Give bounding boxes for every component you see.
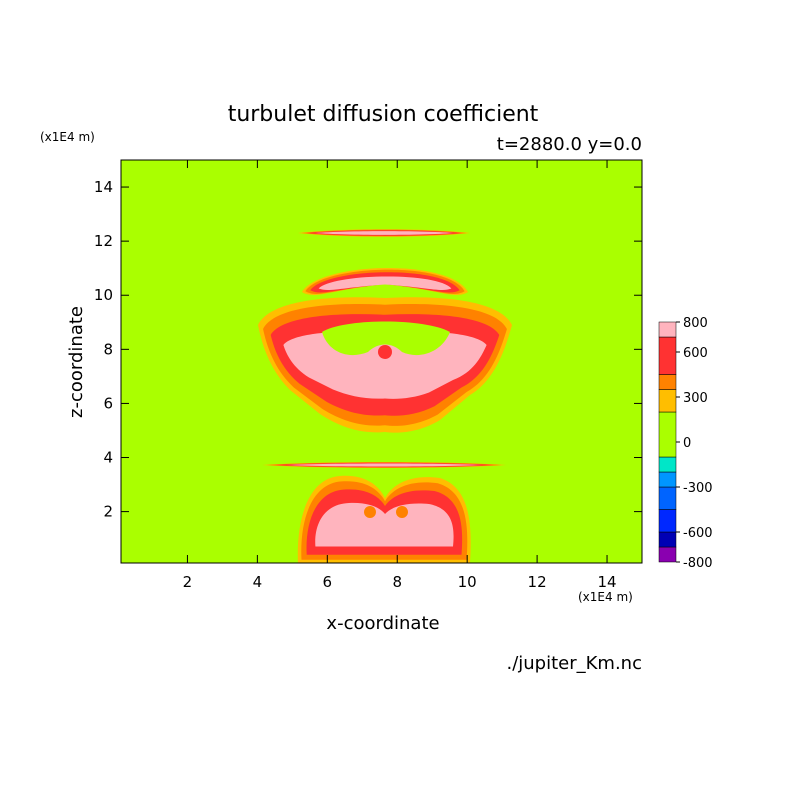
colorbar-bin xyxy=(658,486,677,510)
x-unit: (x1E4 m) xyxy=(578,590,633,604)
plot-frame xyxy=(120,159,643,564)
colorbar-bin xyxy=(658,546,677,563)
y-tick-label: 2 xyxy=(103,503,113,521)
x-tick-label: 6 xyxy=(323,573,333,591)
colorbar-bin xyxy=(658,411,677,458)
contour-region xyxy=(364,506,376,518)
y-tick-label: 4 xyxy=(103,449,113,467)
colorbar-bin xyxy=(658,471,677,488)
colorbar-tick-label: 800 xyxy=(683,316,708,331)
contour-region xyxy=(315,502,454,547)
contour-region xyxy=(315,231,453,235)
subtitle: t=2880.0 y=0.0 xyxy=(497,134,642,155)
colorbar-bin xyxy=(658,389,677,413)
colorbar-tick-label: -600 xyxy=(683,526,713,541)
contour-region xyxy=(318,276,452,290)
contour-region xyxy=(286,463,482,467)
y-tick-label: 6 xyxy=(103,394,113,412)
contour-region xyxy=(396,506,408,518)
source-label: ./jupiter_Km.nc xyxy=(506,653,642,674)
x-axis-label: x-coordinate xyxy=(326,613,439,634)
contour-region xyxy=(322,321,450,356)
colorbar-tick-label: 600 xyxy=(683,346,708,361)
x-tick-label: 2 xyxy=(183,573,193,591)
chart-title: turbulet diffusion coefficient xyxy=(228,102,539,127)
x-tick-label: 14 xyxy=(597,573,616,591)
colorbar-bin xyxy=(658,509,677,533)
y-axis-label: z-coordinate xyxy=(66,306,87,418)
y-unit: (x1E4 m) xyxy=(40,130,95,144)
colorbar-bin xyxy=(658,531,677,548)
contour-region xyxy=(340,442,430,457)
contour-field xyxy=(121,160,642,563)
x-tick-label: 4 xyxy=(253,573,263,591)
colorbar-tick-label: -300 xyxy=(683,481,713,496)
y-tick-label: 14 xyxy=(94,178,113,196)
colorbar-tick-label: 0 xyxy=(683,436,691,451)
x-tick-label: 10 xyxy=(458,573,477,591)
colorbar-bin xyxy=(658,321,677,338)
y-tick-label: 10 xyxy=(94,286,113,304)
colorbar-tick-label: 300 xyxy=(683,391,708,406)
y-tick-label: 12 xyxy=(94,232,113,250)
contour-region xyxy=(378,345,392,359)
colorbar-bin xyxy=(658,456,677,473)
colorbar-bin xyxy=(658,336,677,375)
y-tick-label: 8 xyxy=(103,340,113,358)
x-tick-label: 8 xyxy=(392,573,402,591)
colorbar-bin xyxy=(658,374,677,390)
x-tick-label: 12 xyxy=(528,573,547,591)
colorbar-tick-label: -800 xyxy=(683,556,713,571)
